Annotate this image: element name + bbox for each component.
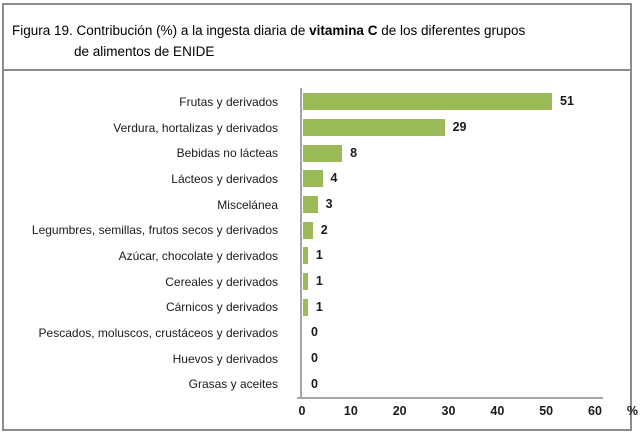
table-row: Grasas y aceites 0 bbox=[0, 371, 640, 397]
figure-frame: Figura 19. Contribución (%) a la ingesta… bbox=[2, 3, 632, 431]
figure-title-line2: de alimentos de ENIDE bbox=[74, 44, 215, 59]
category-label: Pescados, moluscos, crustáceos y derivad… bbox=[38, 325, 278, 340]
value-label: 0 bbox=[311, 351, 318, 366]
bar-rows: Frutas y derivados 51 Verdura, hortalizas … bbox=[0, 89, 640, 397]
bar bbox=[303, 170, 323, 188]
bar-area: 0 bbox=[303, 324, 640, 341]
value-label: 29 bbox=[452, 120, 467, 134]
bar-area: 0 bbox=[303, 350, 640, 367]
bar bbox=[303, 273, 308, 291]
table-row: Miscelánea 3 bbox=[0, 192, 640, 218]
x-axis-ticks: 0 10 20 30 40 50 60 bbox=[0, 404, 640, 422]
category-label: Huevos y derivados bbox=[172, 351, 278, 366]
table-row: Legumbres, semillas, frutos secos y deri… bbox=[0, 217, 640, 243]
figure-title: Figura 19. Contribución (%) a la ingesta… bbox=[4, 5, 630, 71]
category-label: Lácteos y derivados bbox=[171, 171, 278, 186]
table-row: Pescados, moluscos, crustáceos y derivad… bbox=[0, 320, 640, 346]
bar-area: 3 bbox=[303, 196, 640, 214]
x-axis-tick-label: 40 bbox=[490, 404, 505, 418]
value-label: 0 bbox=[311, 376, 318, 391]
value-label: 1 bbox=[315, 299, 323, 314]
title-text-pre: Figura 19. Contribución (%) a la ingesta… bbox=[12, 23, 310, 38]
bar bbox=[303, 298, 308, 316]
table-row: Lácteos y derivados 4 bbox=[0, 166, 640, 192]
category-label: Grasas y aceites bbox=[188, 377, 278, 392]
table-row: Cereales y derivados 1 bbox=[0, 269, 640, 295]
x-axis-tick-label: 0 bbox=[298, 404, 306, 418]
table-row: Frutas y derivados 51 bbox=[0, 89, 640, 115]
value-label: 1 bbox=[315, 274, 323, 289]
bar-area: 8 bbox=[303, 144, 640, 162]
x-axis-line bbox=[297, 397, 603, 399]
bar-area: 29 bbox=[303, 119, 640, 136]
x-axis-tick-label: 60 bbox=[588, 404, 602, 418]
bar-area: 0 bbox=[303, 376, 640, 393]
category-label: Cárnicos y derivados bbox=[165, 300, 278, 315]
bar bbox=[303, 196, 318, 214]
y-axis-line bbox=[300, 88, 302, 398]
bar-area: 1 bbox=[303, 247, 640, 265]
table-row: Huevos y derivados 0 bbox=[0, 346, 640, 372]
x-axis-unit-label: % bbox=[626, 404, 638, 418]
bar-area: 51 bbox=[303, 93, 640, 111]
bar bbox=[303, 93, 553, 111]
table-row: Azúcar, chocolate y derivados 1 bbox=[0, 243, 640, 269]
figure-title-line1: Figura 19. Contribución (%) a la ingesta… bbox=[12, 20, 620, 41]
table-row: Cárnicos y derivados 1 bbox=[0, 294, 640, 320]
table-row: Verdura, hortalizas y derivados 29 bbox=[0, 115, 640, 141]
x-axis-tick-label: 30 bbox=[441, 404, 456, 418]
value-label: 8 bbox=[350, 145, 358, 160]
bar bbox=[303, 221, 313, 239]
x-axis-tick-label: 50 bbox=[539, 404, 554, 418]
value-label: 51 bbox=[560, 94, 574, 109]
value-label: 4 bbox=[330, 171, 338, 186]
bar bbox=[303, 247, 308, 265]
category-label: Miscelánea bbox=[217, 197, 278, 212]
category-label: Frutas y derivados bbox=[179, 94, 278, 109]
category-label: Azúcar, chocolate y derivados bbox=[118, 248, 278, 263]
x-axis-tick-label: 20 bbox=[392, 404, 407, 418]
bar-area: 2 bbox=[303, 221, 640, 239]
x-axis-tick-label: 10 bbox=[343, 404, 358, 418]
table-row: Bebidas no lácteas 8 bbox=[0, 140, 640, 166]
value-label: 1 bbox=[315, 248, 323, 263]
category-label: Legumbres, semillas, frutos secos y deri… bbox=[31, 223, 278, 238]
category-label: Bebidas no lácteas bbox=[176, 146, 278, 161]
value-label: 0 bbox=[311, 325, 318, 340]
value-label: 2 bbox=[320, 222, 328, 237]
bar-area: 4 bbox=[303, 170, 640, 188]
bar bbox=[303, 119, 445, 136]
title-text-post: de los diferentes grupos bbox=[377, 23, 526, 38]
bar-area: 1 bbox=[303, 298, 640, 316]
value-label: 3 bbox=[325, 197, 333, 212]
bar-area: 1 bbox=[303, 273, 640, 291]
bar bbox=[303, 144, 343, 162]
title-text-bold: vitamina C bbox=[309, 23, 378, 38]
category-label: Cereales y derivados bbox=[165, 274, 278, 289]
category-label: Verdura, hortalizas y derivados bbox=[113, 120, 278, 135]
